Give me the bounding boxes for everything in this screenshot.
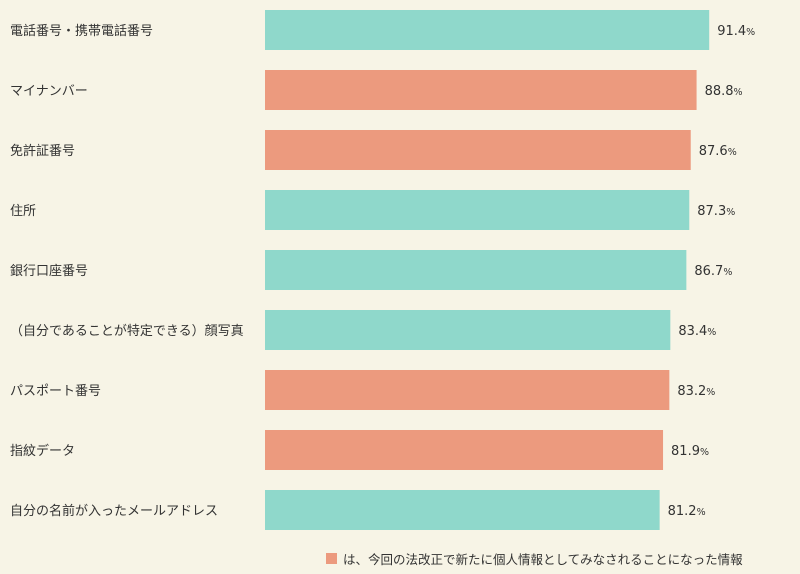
value-number: 81.2: [668, 504, 697, 519]
value-label: 87.3%: [697, 204, 735, 219]
value-label: 83.2%: [677, 384, 715, 399]
value-unit: %: [707, 327, 716, 338]
value-number: 83.4: [678, 324, 707, 339]
category-label: 免許証番号: [10, 144, 75, 159]
legend-text: は、今回の法改正で新たに個人情報としてみなされることになった情報: [343, 552, 743, 567]
value-label: 91.4%: [717, 24, 755, 39]
category-label: （自分であることが特定できる）顔写真: [10, 324, 244, 339]
legend: は、今回の法改正で新たに個人情報としてみなされることになった情報: [326, 549, 743, 568]
value-unit: %: [706, 387, 715, 398]
value-unit: %: [746, 27, 755, 38]
value-number: 83.2: [677, 384, 706, 399]
value-unit: %: [700, 447, 709, 458]
value-label: 83.4%: [678, 324, 716, 339]
category-label: パスポート番号: [10, 384, 101, 399]
value-label: 81.2%: [668, 504, 706, 519]
bar: [265, 310, 671, 350]
value-number: 91.4: [717, 24, 746, 39]
value-label: 86.7%: [694, 264, 732, 279]
value-unit: %: [726, 207, 735, 218]
legend-swatch: [326, 553, 337, 564]
category-label: マイナンバー: [10, 84, 88, 99]
value-unit: %: [697, 507, 706, 518]
category-label: 住所: [10, 204, 36, 219]
value-number: 87.6: [699, 144, 728, 159]
bar: [265, 430, 664, 470]
value-number: 88.8: [705, 84, 734, 99]
value-unit: %: [734, 87, 743, 98]
value-label: 87.6%: [699, 144, 737, 159]
value-unit: %: [728, 147, 737, 158]
bar: [265, 190, 690, 230]
category-label: 電話番号・携帯電話番号: [10, 23, 153, 39]
value-number: 81.9: [671, 444, 700, 459]
bar: [265, 10, 710, 50]
bar: [265, 250, 687, 290]
bar: [265, 130, 691, 170]
value-label: 81.9%: [671, 444, 709, 459]
value-number: 87.3: [697, 204, 726, 219]
bar: [265, 490, 660, 530]
category-label: 銀行口座番号: [10, 264, 88, 279]
value-unit: %: [723, 267, 732, 278]
value-label: 88.8%: [705, 84, 743, 99]
category-label: 指紋データ: [10, 443, 75, 459]
value-number: 86.7: [694, 264, 723, 279]
bar: [265, 370, 670, 410]
bar: [265, 70, 697, 110]
category-label: 自分の名前が入ったメールアドレス: [10, 503, 218, 519]
